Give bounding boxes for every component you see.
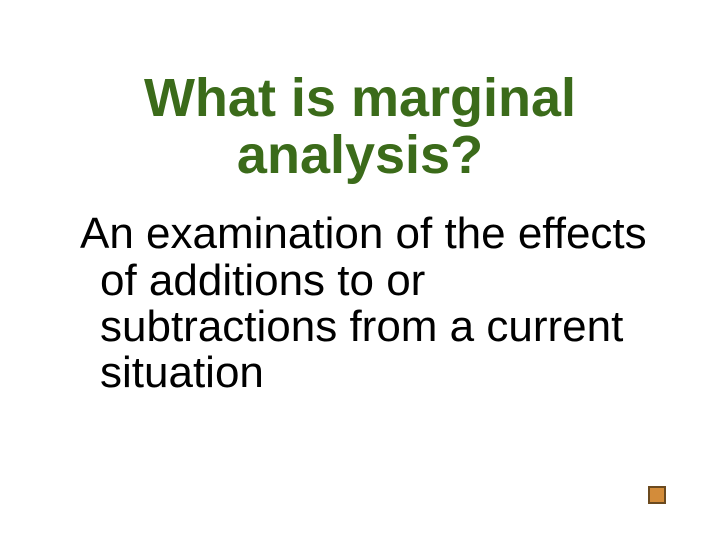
slide-title: What is marginal analysis? [60, 70, 660, 183]
slide-container: What is marginal analysis? An examinatio… [0, 0, 720, 540]
next-slide-button[interactable] [648, 486, 666, 504]
slide-body-text: An examination of the effects of additio… [60, 211, 660, 396]
